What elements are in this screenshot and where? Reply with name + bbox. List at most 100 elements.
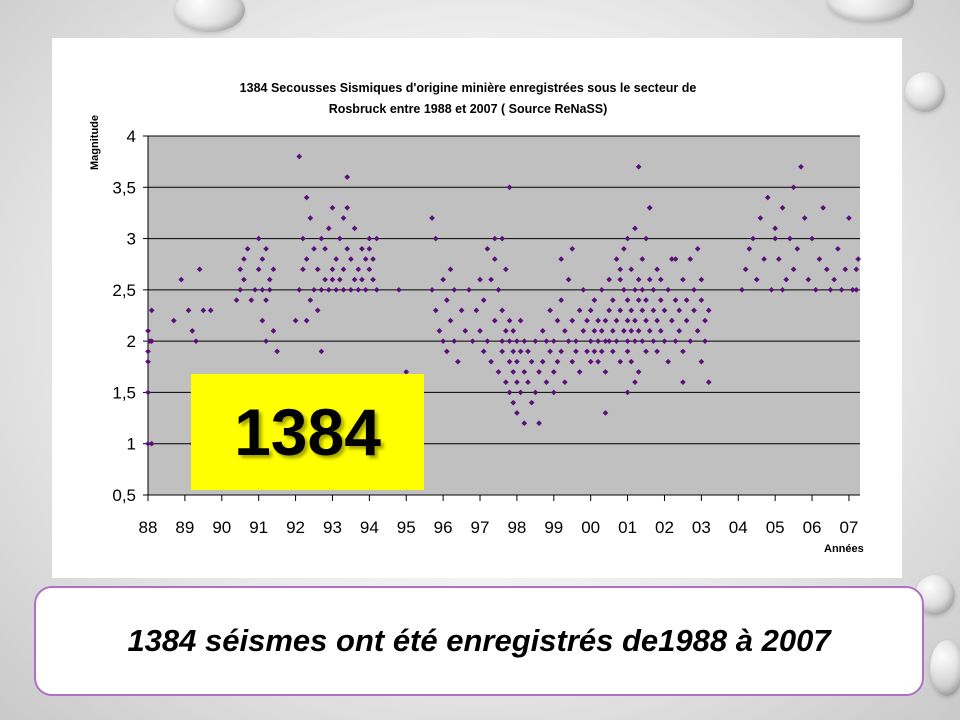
data-point — [580, 287, 587, 293]
data-point — [606, 338, 612, 344]
data-point — [624, 348, 631, 355]
data-point — [554, 317, 561, 324]
data-point — [510, 328, 517, 334]
data-point — [536, 420, 542, 427]
y-tick-label: 1 — [127, 435, 136, 454]
data-point — [776, 256, 782, 262]
data-point — [514, 379, 520, 385]
data-point — [355, 266, 362, 273]
data-point — [359, 246, 365, 252]
data-point — [547, 307, 553, 314]
data-point — [510, 369, 517, 375]
data-point — [657, 276, 664, 283]
data-point — [370, 276, 376, 283]
data-point — [624, 338, 631, 344]
data-point — [654, 348, 660, 355]
data-point — [643, 348, 649, 355]
data-point — [550, 338, 557, 344]
data-point — [750, 235, 756, 242]
data-point — [510, 348, 517, 355]
data-point — [148, 307, 155, 314]
data-point — [300, 235, 306, 242]
decorative-bubble — [905, 72, 945, 112]
data-point — [558, 256, 565, 262]
data-point — [296, 153, 303, 160]
data-point — [816, 256, 823, 262]
data-point — [318, 235, 325, 242]
data-point — [337, 276, 343, 283]
data-point — [680, 379, 686, 385]
data-point — [753, 276, 760, 283]
data-point — [595, 358, 601, 365]
data-point — [148, 338, 155, 344]
data-point — [624, 297, 631, 303]
data-point — [145, 348, 151, 355]
data-point — [266, 287, 273, 293]
data-point — [680, 348, 686, 355]
data-point — [200, 307, 207, 314]
data-point — [259, 317, 266, 324]
data-point — [639, 338, 646, 344]
data-point — [170, 317, 177, 324]
data-point — [835, 246, 841, 252]
x-tick-label: 97 — [471, 518, 490, 537]
data-point — [241, 276, 247, 283]
data-point — [521, 420, 528, 427]
data-point — [676, 307, 683, 314]
x-tick-label: 06 — [803, 518, 822, 537]
data-point — [680, 276, 686, 283]
data-point — [591, 348, 598, 355]
data-point — [178, 276, 185, 283]
x-tick-label: 07 — [839, 518, 858, 537]
data-point — [447, 266, 454, 273]
chart-title-line-1: 1384 Secousses Sismiques d'origine miniè… — [240, 81, 697, 95]
data-point — [739, 287, 745, 293]
data-point — [691, 307, 697, 314]
data-point — [580, 328, 587, 334]
x-tick-label: 01 — [618, 518, 637, 537]
data-point — [606, 307, 612, 314]
data-point — [351, 276, 358, 283]
data-point — [702, 317, 708, 324]
data-point — [514, 338, 520, 344]
data-point — [565, 338, 572, 344]
x-tick-label: 04 — [729, 518, 748, 537]
data-point — [654, 317, 660, 324]
data-point — [628, 266, 635, 273]
data-point — [429, 287, 435, 293]
data-point — [617, 307, 624, 314]
data-point — [451, 287, 458, 293]
data-point — [506, 338, 513, 344]
y-tick-label: 3 — [127, 230, 136, 249]
data-point — [598, 287, 605, 293]
data-point — [318, 348, 325, 355]
data-point — [661, 307, 668, 314]
data-point — [506, 358, 513, 365]
data-point — [569, 246, 576, 252]
data-point — [646, 328, 653, 334]
data-point — [698, 297, 705, 303]
data-point — [558, 297, 565, 303]
x-tick-label: 94 — [360, 518, 379, 537]
data-point — [812, 287, 819, 293]
data-point — [598, 348, 605, 355]
data-point — [506, 184, 513, 191]
data-point — [373, 287, 380, 293]
data-point — [628, 328, 635, 334]
data-point — [307, 297, 314, 303]
data-point — [705, 307, 712, 314]
data-point — [794, 246, 801, 252]
y-tick-label: 1,5 — [112, 383, 136, 402]
axes: 0,5 1 1,5 2 2,5 3 3,5 4 88 89 90 91 92 93 94 95 96 97 98 99… — [112, 127, 860, 537]
data-point — [491, 256, 498, 262]
data-point — [550, 389, 557, 396]
data-point — [687, 338, 694, 344]
data-point — [525, 379, 531, 385]
data-point — [480, 348, 487, 355]
data-point — [495, 287, 502, 293]
data-point — [565, 276, 572, 283]
data-point — [705, 379, 712, 385]
data-point — [196, 266, 203, 273]
data-point — [145, 358, 151, 365]
data-point — [849, 287, 856, 293]
